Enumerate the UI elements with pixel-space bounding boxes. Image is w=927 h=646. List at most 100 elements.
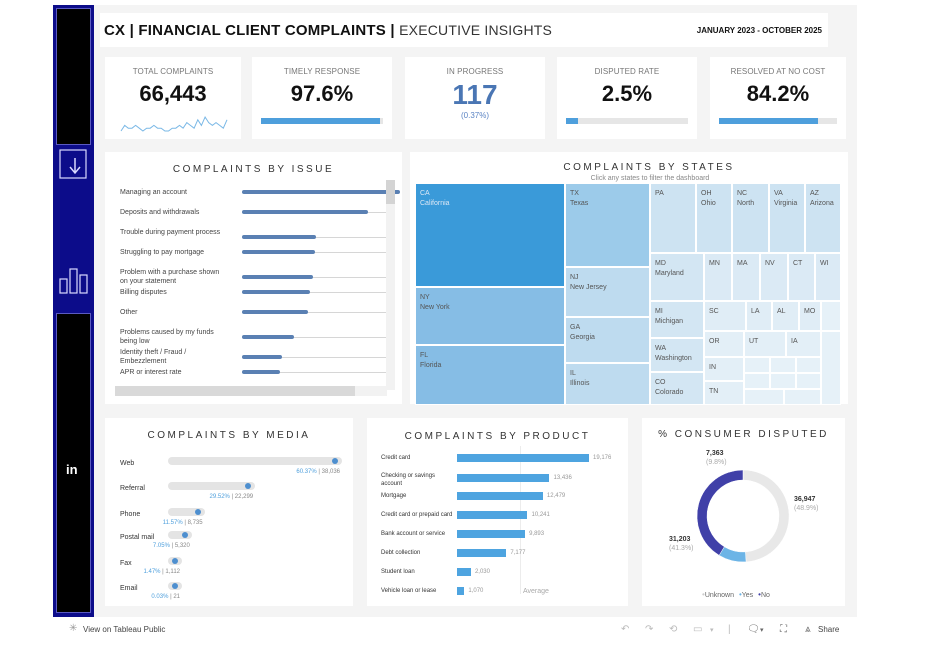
- product-bar[interactable]: [457, 587, 465, 595]
- state-tile-nv[interactable]: NV: [760, 253, 788, 301]
- state-tile-ia[interactable]: IA: [786, 331, 821, 357]
- state-tile-oh[interactable]: OH Ohio: [696, 183, 732, 253]
- fullscreen-icon[interactable]: ⛶: [780, 624, 787, 635]
- state-tile-md[interactable]: MD Maryland: [650, 253, 704, 301]
- media-row[interactable]: Web 60.37% | 38,036: [120, 457, 350, 486]
- issue-bar[interactable]: [242, 210, 369, 214]
- state-tile-small[interactable]: [770, 357, 796, 373]
- product-bar[interactable]: [457, 492, 543, 500]
- donut-slice-unknown[interactable]: [742, 469, 790, 563]
- product-row[interactable]: Bank account or service 9,893: [381, 530, 621, 548]
- issue-bar[interactable]: [242, 250, 315, 254]
- issue-row[interactable]: Trouble during payment process: [120, 228, 390, 248]
- product-row[interactable]: Credit card 19,176: [381, 454, 621, 472]
- state-tile-wa[interactable]: WA Washington: [650, 338, 704, 372]
- product-row[interactable]: Student loan 2,030: [381, 568, 621, 586]
- issue-row[interactable]: Problem with a purchase shown on your st…: [120, 268, 390, 288]
- revert-icon[interactable]: ⟲: [669, 624, 678, 635]
- state-tile-wi[interactable]: WI: [815, 253, 841, 301]
- state-tile-small[interactable]: [770, 373, 796, 389]
- state-tile-small[interactable]: [821, 331, 841, 405]
- state-tile-sc[interactable]: SC: [704, 301, 746, 331]
- state-tile-ca[interactable]: CA California: [415, 183, 565, 287]
- legend-item[interactable]: Yes: [741, 592, 754, 599]
- state-tile-mo[interactable]: MO: [799, 301, 821, 331]
- horizontal-scrollbar[interactable]: [115, 386, 387, 396]
- state-tile-ct[interactable]: CT: [788, 253, 815, 301]
- view-on-tableau-link[interactable]: View on Tableau Public: [83, 625, 166, 634]
- state-tile-small[interactable]: [744, 389, 784, 405]
- product-bar[interactable]: [457, 511, 528, 519]
- comment-dropdown-icon[interactable]: ▾: [760, 627, 764, 634]
- state-tile-ny[interactable]: NY New York: [415, 287, 565, 345]
- state-tile-il[interactable]: IL Illinois: [565, 363, 650, 405]
- state-tile-ma[interactable]: MA: [732, 253, 760, 301]
- media-dot[interactable]: [245, 483, 252, 489]
- product-row[interactable]: Vehicle loan or lease 1,070: [381, 587, 621, 605]
- media-dot[interactable]: [181, 532, 188, 538]
- state-tile-small[interactable]: [796, 373, 821, 389]
- issue-row[interactable]: Identity theft / Fraud / Embezzlement: [120, 348, 390, 368]
- issue-row[interactable]: Other: [120, 308, 390, 328]
- state-tile-small[interactable]: [744, 373, 770, 389]
- media-dot[interactable]: [172, 583, 178, 589]
- legend-item[interactable]: Unknown: [704, 592, 734, 599]
- state-tile-or[interactable]: OR: [704, 331, 744, 357]
- issue-row[interactable]: Managing an account: [120, 188, 400, 208]
- pause-dropdown-icon[interactable]: ▾: [710, 627, 714, 634]
- state-tile-nj[interactable]: NJ New Jersey: [565, 267, 650, 317]
- product-bar[interactable]: [457, 454, 589, 462]
- issue-bar[interactable]: [242, 275, 314, 279]
- media-row[interactable]: Referral 29.52% | 22,299: [120, 482, 350, 511]
- media-dot[interactable]: [332, 458, 338, 464]
- download-icon[interactable]: [58, 148, 92, 184]
- redo-icon[interactable]: ↷: [645, 624, 654, 635]
- state-tile-al[interactable]: AL: [772, 301, 799, 331]
- share-button[interactable]: Share: [818, 625, 840, 634]
- media-dot[interactable]: [194, 509, 201, 515]
- media-row[interactable]: Postal mail 7.05% | 5,320: [120, 531, 350, 560]
- product-bar[interactable]: [457, 474, 550, 482]
- issue-bar[interactable]: [242, 310, 309, 314]
- product-row[interactable]: Checking or savings account 13,436: [381, 472, 621, 490]
- state-tile-small[interactable]: [744, 357, 770, 373]
- state-tile-az[interactable]: AZ Arizona: [805, 183, 841, 253]
- product-row[interactable]: Mortgage 12,479: [381, 492, 621, 510]
- issue-row[interactable]: Struggling to pay mortgage: [120, 248, 390, 268]
- state-tile-in[interactable]: IN: [704, 357, 744, 381]
- issue-row[interactable]: Problems caused by my funds being low: [120, 328, 390, 348]
- media-row[interactable]: Fax 1.47% | 1,112: [120, 557, 350, 586]
- state-tile-nc[interactable]: NC North: [732, 183, 769, 253]
- issue-bar[interactable]: [242, 290, 310, 294]
- product-bar[interactable]: [457, 530, 526, 538]
- issue-bar[interactable]: [242, 355, 282, 359]
- product-bar[interactable]: [457, 568, 471, 576]
- state-tile-small[interactable]: [821, 301, 841, 331]
- donut-slice-no[interactable]: [696, 469, 744, 556]
- state-tile-co[interactable]: CO Colorado: [650, 372, 704, 405]
- media-row[interactable]: Email 0.03% | 21: [120, 582, 350, 611]
- vertical-scrollbar[interactable]: [386, 180, 395, 390]
- issue-bar[interactable]: [242, 190, 400, 194]
- state-tile-tx[interactable]: TX Texas: [565, 183, 650, 267]
- issue-row[interactable]: APR or interest rate: [120, 368, 390, 388]
- state-tile-tn[interactable]: TN: [704, 381, 744, 405]
- state-tile-ga[interactable]: GA Georgia: [565, 317, 650, 363]
- state-tile-va[interactable]: VA Virginia: [769, 183, 805, 253]
- refresh-icon[interactable]: ▭: [693, 624, 703, 635]
- scrollbar-thumb[interactable]: [386, 180, 395, 204]
- state-tile-mi[interactable]: MI Michigan: [650, 301, 704, 338]
- issue-row[interactable]: Deposits and withdrawals: [120, 208, 390, 228]
- bar-chart-icon[interactable]: [58, 263, 90, 295]
- state-tile-fl[interactable]: FL Florida: [415, 345, 565, 405]
- state-tile-small[interactable]: [784, 389, 821, 405]
- state-tile-small[interactable]: [796, 357, 821, 373]
- linkedin-icon[interactable]: in: [66, 462, 78, 477]
- comment-icon[interactable]: 🗨: [747, 624, 760, 635]
- state-tile-ut[interactable]: UT: [744, 331, 786, 357]
- undo-icon[interactable]: ↶: [621, 624, 630, 635]
- product-bar[interactable]: [457, 549, 507, 557]
- issue-bar[interactable]: [242, 235, 317, 239]
- state-tile-pa[interactable]: PA: [650, 183, 696, 253]
- media-row[interactable]: Phone 11.57% | 8,735: [120, 508, 350, 537]
